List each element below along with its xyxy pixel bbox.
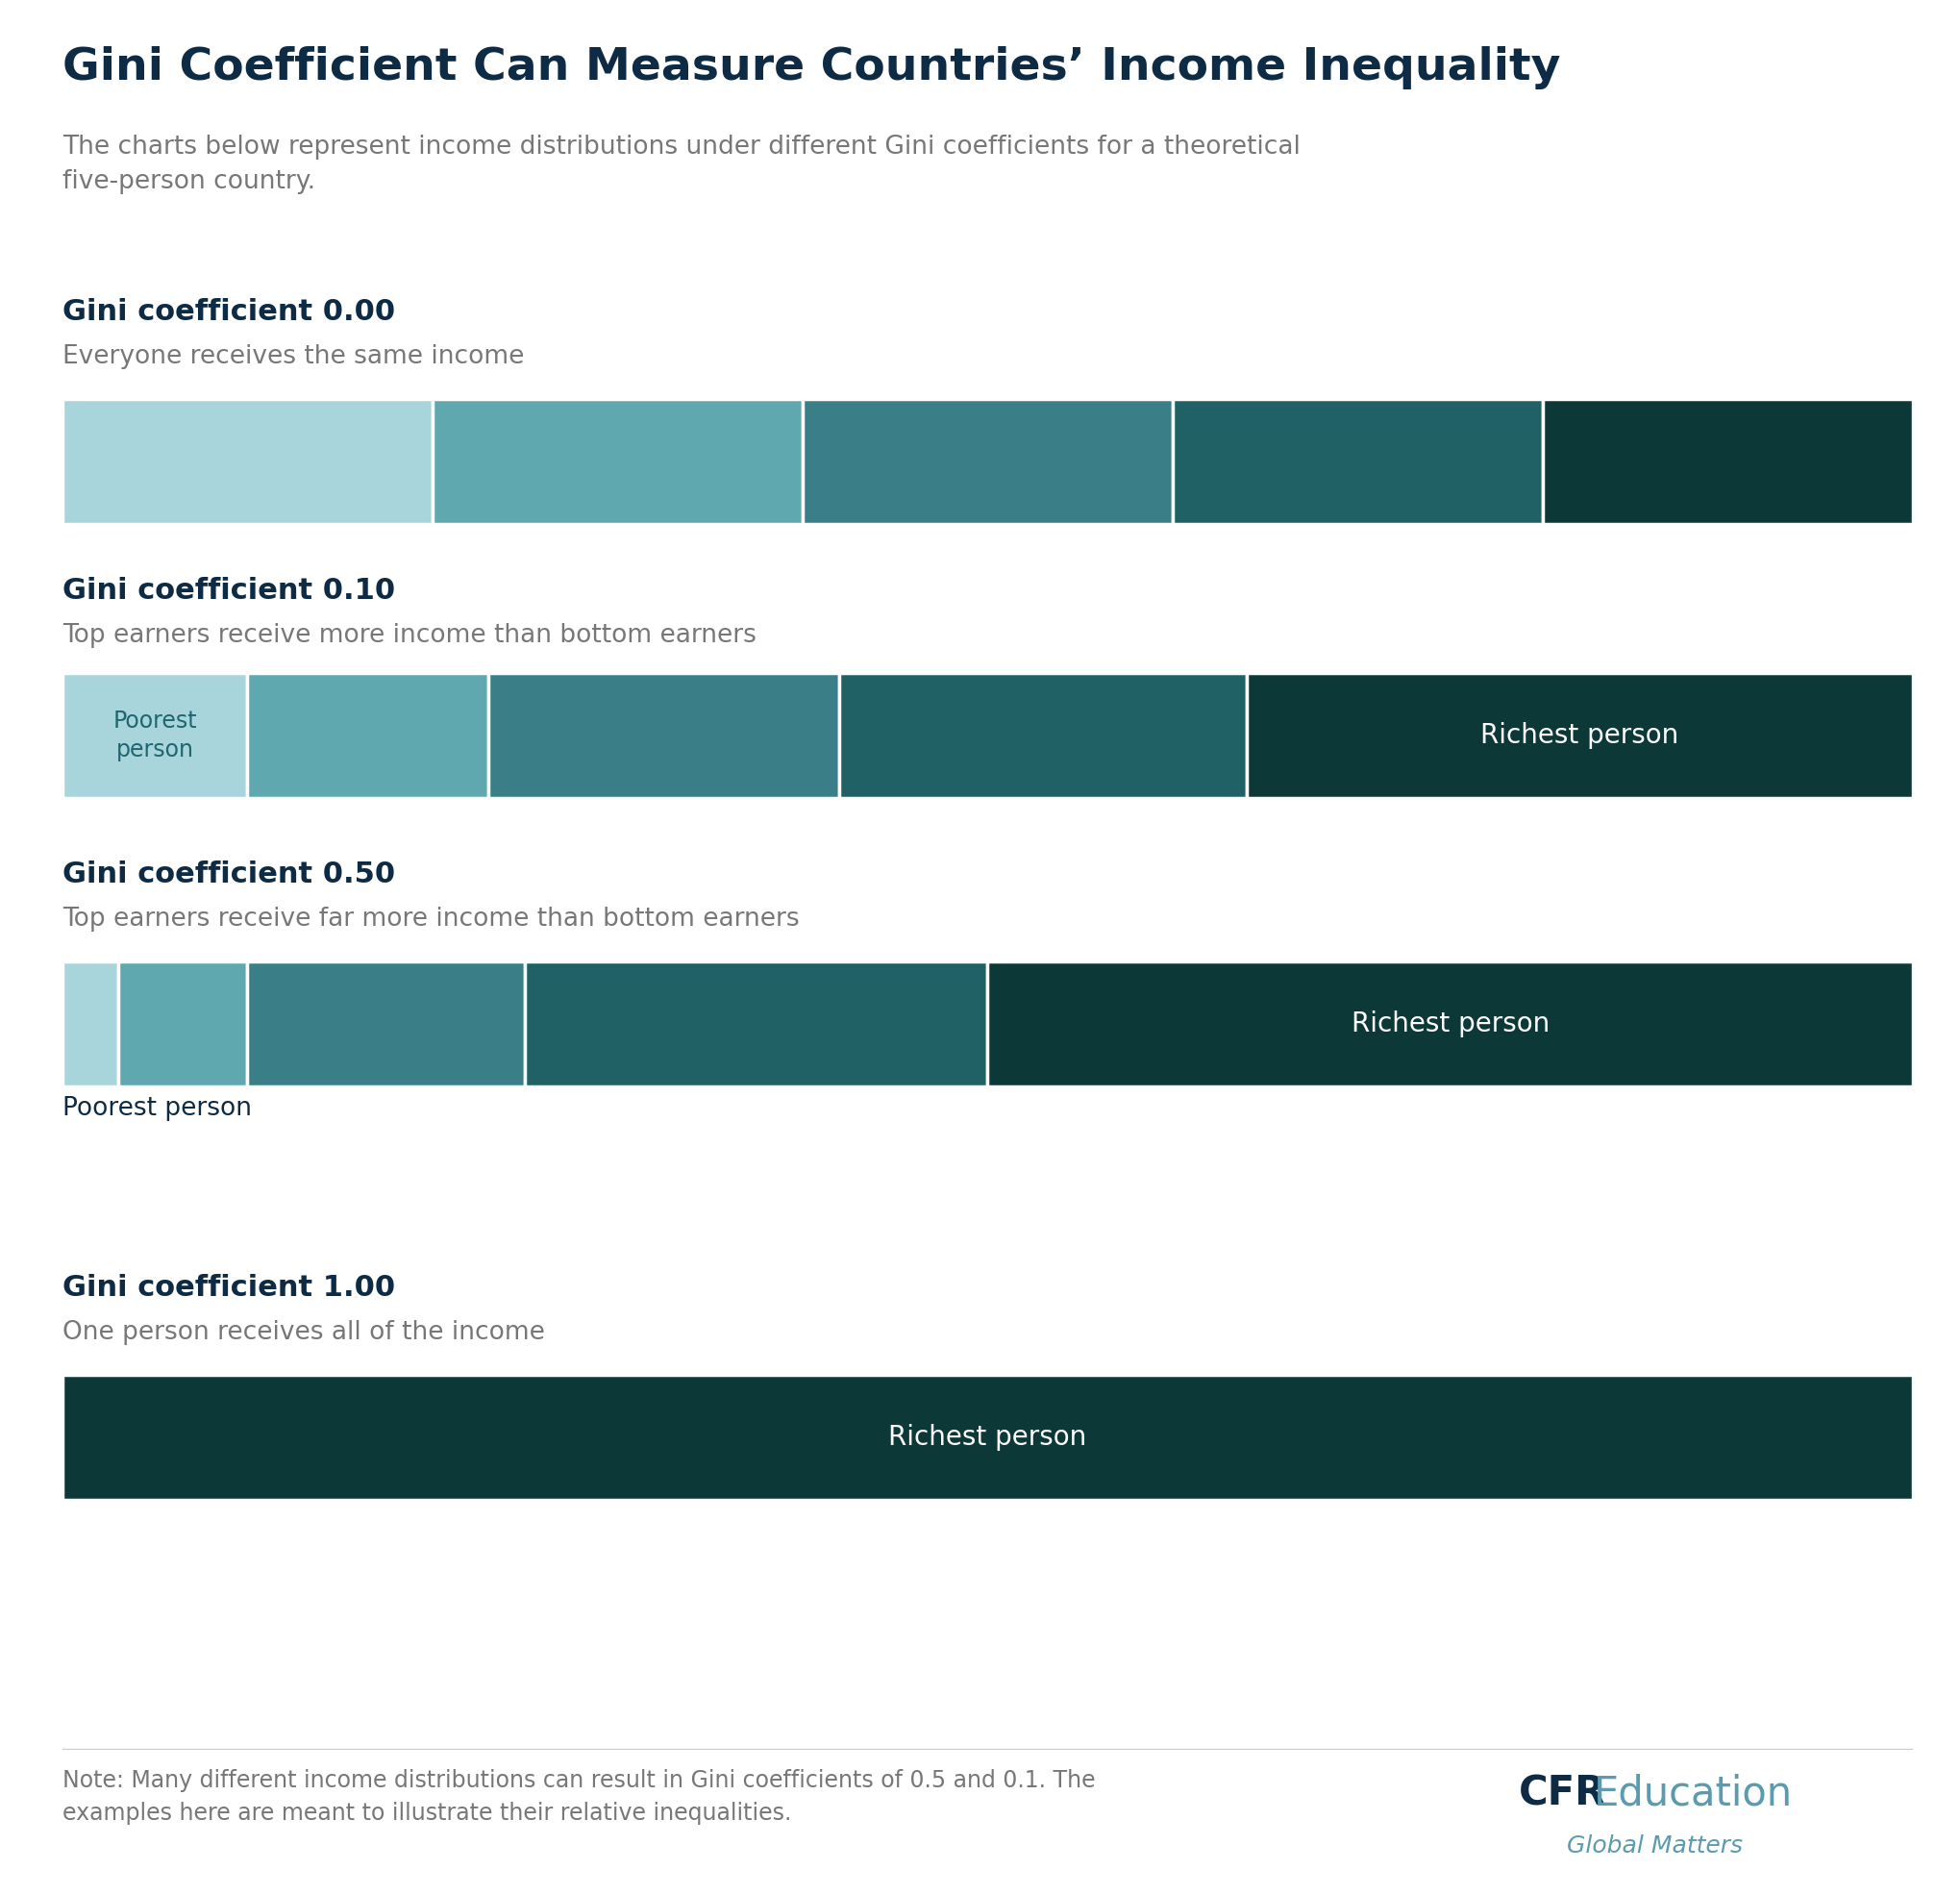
Bar (63, 673, 247, 798)
Text: Poorest person: Poorest person (63, 1095, 251, 1122)
Bar (988, 961, 1911, 1086)
Text: Top earners receive more income than bottom earners: Top earners receive more income than bot… (63, 623, 757, 648)
Bar (63, 400, 433, 525)
Text: Gini coefficient 1.00: Gini coefficient 1.00 (63, 1273, 396, 1302)
Bar (63, 961, 118, 1086)
Bar (118, 961, 247, 1086)
Text: Richest person: Richest person (888, 1423, 1086, 1452)
Text: Note: Many different income distributions can result in Gini coefficients of 0.5: Note: Many different income distribution… (63, 1770, 1096, 1825)
Bar (1172, 400, 1543, 525)
Bar (1247, 673, 1911, 798)
Bar (247, 673, 488, 798)
Text: The charts below represent income distributions under different Gini coefficient: The charts below represent income distri… (63, 135, 1299, 193)
Text: Education: Education (1593, 1774, 1791, 1814)
Text: Gini coefficient 0.00: Gini coefficient 0.00 (63, 298, 396, 326)
Bar (839, 673, 1247, 798)
Bar (1543, 400, 1911, 525)
Text: Global Matters: Global Matters (1566, 1834, 1742, 1857)
Text: Gini coefficient 0.10: Gini coefficient 0.10 (63, 576, 396, 605)
Bar (433, 400, 802, 525)
Text: CFR: CFR (1519, 1774, 1605, 1814)
Text: Richest person: Richest person (1480, 722, 1678, 749)
Text: Gini coefficient 0.50: Gini coefficient 0.50 (63, 860, 396, 889)
Text: Gini Coefficient Can Measure Countries’ Income Inequality: Gini Coefficient Can Measure Countries’ … (63, 45, 1560, 89)
Bar (525, 961, 988, 1086)
Bar (802, 400, 1172, 525)
Text: Richest person: Richest person (1350, 1010, 1548, 1037)
Bar (247, 961, 525, 1086)
Text: Poorest
person: Poorest person (114, 711, 198, 762)
Bar (488, 673, 839, 798)
Text: One person receives all of the income: One person receives all of the income (63, 1321, 545, 1345)
Text: Everyone receives the same income: Everyone receives the same income (63, 345, 523, 370)
Text: Top earners receive far more income than bottom earners: Top earners receive far more income than… (63, 906, 800, 932)
